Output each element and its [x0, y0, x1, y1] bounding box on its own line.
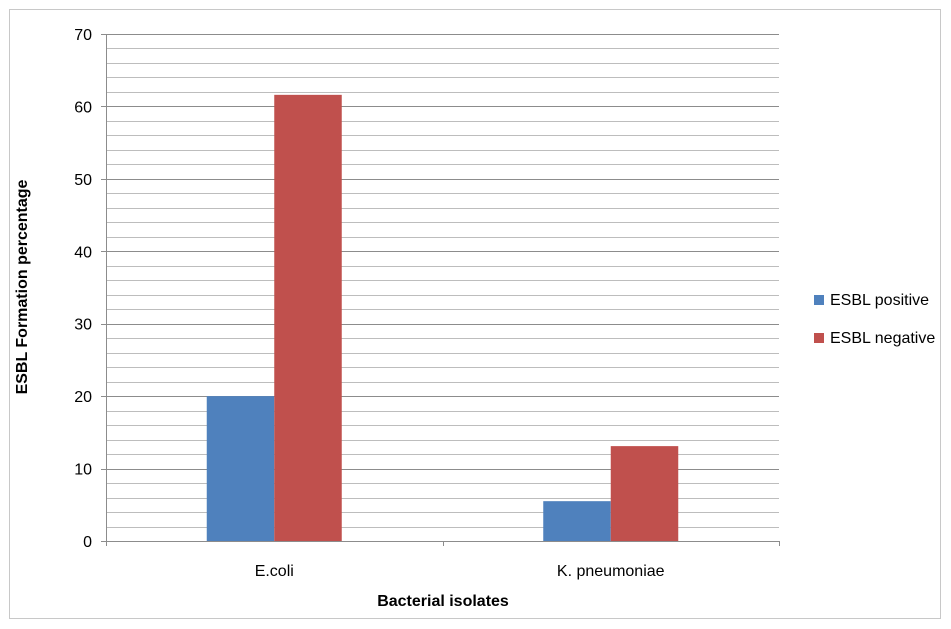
bar-esbl-negative-e-coli [274, 94, 342, 541]
tick-labels: 0 10 20 30 40 50 60 70 E.coli K. pneumoniae [74, 27, 664, 580]
y-tick-label: 10 [74, 462, 92, 479]
y-axis-title: ESBL Formation percentage [14, 179, 31, 394]
x-category-label: E.coli [255, 563, 294, 580]
y-tick-label: 30 [74, 317, 92, 334]
x-category-label: K. pneumoniae [557, 563, 665, 580]
y-tick-label: 20 [74, 389, 92, 406]
bars [206, 94, 679, 541]
x-axis-title: Bacterial isolates [377, 593, 509, 610]
y-tick-label: 70 [74, 27, 92, 44]
legend-label: ESBL negative [830, 330, 935, 347]
chart-frame [9, 9, 941, 619]
y-tick-label: 40 [74, 244, 92, 261]
legend-swatch [814, 295, 824, 305]
legend-label: ESBL positive [830, 292, 929, 309]
bar-esbl-positive-k-pneumoniae [543, 501, 611, 541]
legend-swatch [814, 333, 824, 343]
bar-esbl-positive-e-coli [206, 396, 275, 541]
legend: ESBL positive ESBL negative [814, 292, 935, 347]
bar-esbl-negative-k-pneumoniae [610, 446, 679, 541]
y-tick-label: 50 [74, 172, 92, 189]
y-tick-label: 60 [74, 99, 92, 116]
axes [101, 34, 780, 546]
y-tick-label: 0 [83, 534, 92, 551]
